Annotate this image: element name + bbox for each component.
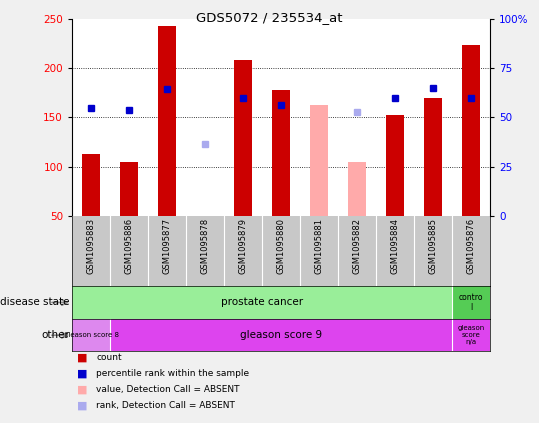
Text: GSM1095878: GSM1095878 [201,218,210,274]
Text: prostate cancer: prostate cancer [221,297,303,308]
Text: GSM1095881: GSM1095881 [314,218,323,274]
Text: other: other [42,330,70,340]
Bar [272,90,289,216]
Text: GSM1095879: GSM1095879 [238,218,247,274]
Text: gleason score 9: gleason score 9 [240,330,322,340]
Text: GSM1095885: GSM1095885 [429,218,438,274]
Bar [452,319,490,351]
Bar [386,115,404,216]
Bar [82,154,100,216]
Text: ■: ■ [78,352,88,363]
Text: GDS5072 / 235534_at: GDS5072 / 235534_at [196,11,343,24]
Bar [72,319,110,351]
Bar [310,104,328,216]
Text: percentile rank within the sample: percentile rank within the sample [96,369,250,378]
Text: count: count [96,353,122,362]
Bar [158,26,176,216]
Text: gleason score 8: gleason score 8 [64,332,119,338]
Text: contro
l: contro l [459,293,483,312]
Text: GSM1095882: GSM1095882 [353,218,362,274]
Bar [424,98,441,216]
Text: gleason
score
n/a: gleason score n/a [458,325,485,345]
Text: GSM1095877: GSM1095877 [162,218,171,274]
Text: GSM1095886: GSM1095886 [125,218,134,274]
Bar [462,44,480,216]
Text: disease state: disease state [0,297,70,308]
Bar [234,60,252,216]
Text: rank, Detection Call = ABSENT: rank, Detection Call = ABSENT [96,401,235,410]
Bar [348,162,365,216]
Text: ■: ■ [78,385,88,395]
Text: ■: ■ [78,401,88,411]
Text: GSM1095884: GSM1095884 [390,218,399,274]
Bar [110,319,452,351]
Text: GSM1095880: GSM1095880 [277,218,286,274]
Bar [120,162,137,216]
Text: GSM1095883: GSM1095883 [86,218,95,274]
Bar [452,286,490,319]
Text: ■: ■ [78,368,88,379]
Text: value, Detection Call = ABSENT: value, Detection Call = ABSENT [96,385,240,394]
Text: GSM1095876: GSM1095876 [466,218,475,274]
